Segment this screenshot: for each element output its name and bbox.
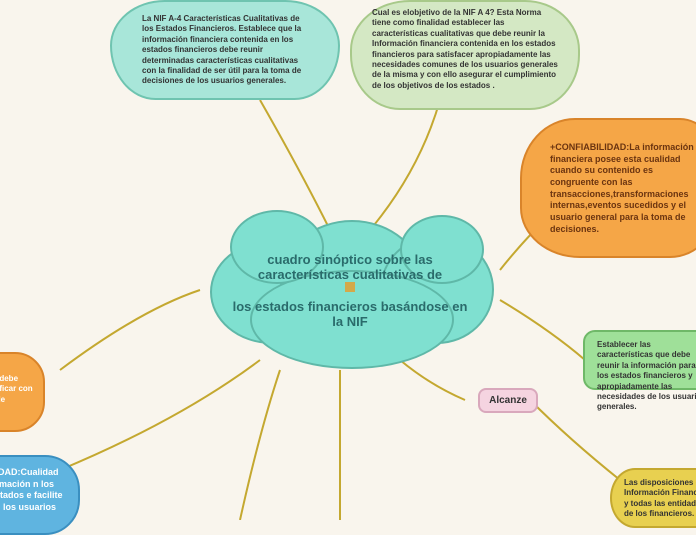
- center-line3: los estados financieros basándose en: [233, 299, 468, 314]
- center-line2: características cualitativas de: [233, 267, 468, 282]
- node-confiabilidad[interactable]: +CONFIABILIDAD:La información financiera…: [520, 118, 696, 258]
- node-establecer[interactable]: Establecer las características que debe …: [583, 330, 696, 390]
- node-disposiciones[interactable]: Las disposiciones de Información Financi…: [610, 468, 696, 528]
- node-confiabilidad-text: +CONFIABILIDAD:La información financiera…: [550, 142, 694, 234]
- center-line1: cuadro sinóptico sobre las: [233, 252, 468, 267]
- node-disposiciones-text: Las disposiciones de Información Financi…: [624, 478, 696, 518]
- node-nif-a4[interactable]: La NIF A-4 Características Cualitativas …: [110, 0, 340, 100]
- node-left-blue-text: LIDAD:Cualidad ormación n los estados e …: [0, 467, 63, 512]
- center-topic[interactable]: cuadro sinóptico sobre las característic…: [200, 210, 500, 370]
- node-alcanze[interactable]: Alcanze: [478, 388, 538, 413]
- node-establecer-text: Establecer las características que debe …: [597, 340, 696, 411]
- node-left-blue[interactable]: LIDAD:Cualidad ormación n los estados e …: [0, 455, 80, 535]
- node-objetivo-text: Cual es elobjetivo de la NIF A 4? Esta N…: [372, 8, 558, 90]
- node-left-orange[interactable]: rable debe identificar con la la de: [0, 352, 45, 432]
- node-nif-a4-text: La NIF A-4 Características Cualitativas …: [142, 14, 301, 85]
- node-left-orange-text: rable debe identificar con la la de: [0, 374, 33, 404]
- node-objetivo[interactable]: Cual es elobjetivo de la NIF A 4? Esta N…: [350, 0, 580, 110]
- center-line4: la NIF: [233, 314, 468, 329]
- center-marker: [345, 282, 355, 292]
- node-alcanze-text: Alcanze: [489, 395, 527, 406]
